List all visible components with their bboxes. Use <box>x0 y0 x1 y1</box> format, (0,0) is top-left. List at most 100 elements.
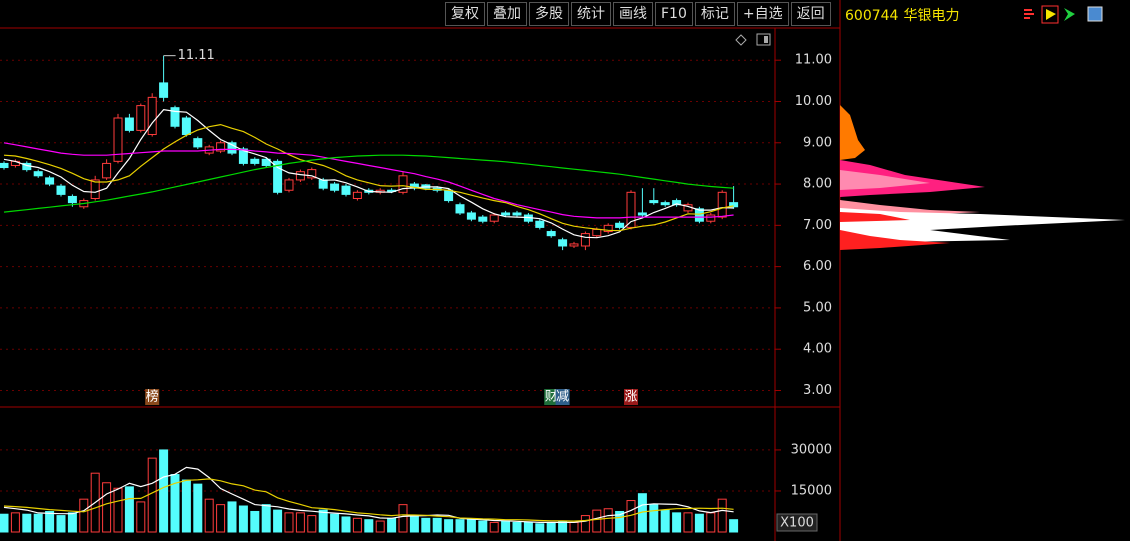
event-label: 财 <box>545 390 558 405</box>
volume-bar <box>136 501 146 533</box>
volume-bar <box>717 498 727 533</box>
volume-bar <box>387 517 397 533</box>
volume-bar <box>307 515 317 533</box>
y-tick-label: 3.00 <box>803 383 832 398</box>
volume-bar <box>56 515 66 533</box>
volume-bar <box>330 513 340 533</box>
candle-body <box>603 224 613 233</box>
event-badge <box>555 389 570 405</box>
stock-title: 600744 华银电力 <box>845 5 964 25</box>
toolbar-button[interactable]: 叠加 <box>487 2 527 26</box>
candle-body <box>615 222 625 228</box>
volume-bar <box>660 509 670 533</box>
volume-bar <box>22 513 32 533</box>
volume-bar <box>10 512 20 533</box>
candle-body <box>261 158 271 166</box>
candle-body <box>56 185 66 195</box>
volume-bar <box>124 486 134 533</box>
candle-body <box>159 82 169 98</box>
event-label: 减 <box>556 390 569 405</box>
icon[interactable] <box>1087 6 1103 22</box>
toolbar-button[interactable]: 复权 <box>445 2 485 26</box>
y-tick-label: 10.00 <box>795 94 832 109</box>
high-label: 11.11 <box>178 48 215 63</box>
volume-bar <box>409 515 419 533</box>
volume-bar <box>706 512 716 533</box>
volume-bar <box>478 520 488 533</box>
candle-body <box>136 105 146 131</box>
icon[interactable] <box>1064 8 1075 21</box>
volume-bar <box>238 505 248 533</box>
icon[interactable] <box>735 34 747 46</box>
candle-body <box>478 216 488 222</box>
candle-body <box>284 179 294 191</box>
volume-bar <box>569 521 579 533</box>
candle-body <box>227 142 237 154</box>
candle-body <box>672 200 682 206</box>
event-label: 榜 <box>146 389 159 405</box>
toolbar-button[interactable]: +自选 <box>736 2 789 26</box>
volume-bar <box>603 508 613 533</box>
volume-bar <box>193 483 203 533</box>
toolbar-button[interactable]: 画线 <box>613 2 653 26</box>
candle-body <box>501 212 511 216</box>
candle-body <box>45 177 55 185</box>
volume-bar <box>455 519 465 533</box>
icon <box>1046 9 1056 20</box>
candle-body <box>535 220 545 228</box>
candle-body <box>90 179 100 200</box>
volume-bar <box>535 523 545 533</box>
volume-bar <box>273 509 283 533</box>
stock-name: 华银电力 <box>903 8 960 24</box>
candle-body <box>455 204 465 214</box>
y-tick-label: 7.00 <box>803 218 832 233</box>
volume-bar <box>375 520 385 533</box>
candle-body <box>33 171 43 177</box>
event-badge <box>624 389 638 405</box>
candle-body <box>216 142 226 152</box>
volume-bar <box>421 517 431 533</box>
volume-bar <box>113 487 123 533</box>
toolbar-button[interactable]: 统计 <box>571 2 611 26</box>
icon[interactable] <box>756 33 771 46</box>
candle-body <box>181 117 191 136</box>
y-tick-label: 5.00 <box>803 300 832 315</box>
candle-body <box>729 202 739 208</box>
y-tick-label: 11.00 <box>795 53 832 68</box>
candle-body <box>238 148 248 164</box>
candle-body <box>147 96 157 136</box>
ma-line <box>3 478 734 522</box>
candle-body <box>569 243 579 247</box>
icon[interactable] <box>1024 9 1034 19</box>
icon[interactable] <box>1041 5 1059 24</box>
toolbar-button[interactable]: 标记 <box>694 2 735 26</box>
volume-bar <box>79 498 89 533</box>
candle-body <box>489 214 499 222</box>
candle-body <box>444 189 454 202</box>
volume-bar <box>318 509 328 533</box>
candle-body <box>558 239 568 247</box>
volume-bar <box>0 513 9 533</box>
toolbar-button[interactable]: F10 <box>655 2 693 26</box>
volume-bar <box>489 521 499 533</box>
candle-body <box>580 233 590 247</box>
volume-bar <box>466 519 476 533</box>
y-tick-label: 30000 <box>791 442 832 457</box>
toolbar-button[interactable]: 多股 <box>529 2 569 26</box>
volume-bar <box>102 482 112 533</box>
volume-bar <box>512 521 522 533</box>
volume-bar <box>729 519 739 533</box>
ma-line <box>3 123 734 232</box>
toolbar-button[interactable]: 返回 <box>790 2 831 26</box>
volume-bar <box>261 504 271 533</box>
unit-box <box>776 513 818 532</box>
volume-bar <box>284 512 294 533</box>
ma-line <box>3 109 734 239</box>
volume-bar <box>672 512 682 533</box>
candle-body <box>649 200 659 204</box>
candle-body <box>295 171 305 181</box>
candle-body <box>193 138 203 148</box>
volume-bar <box>352 517 362 533</box>
